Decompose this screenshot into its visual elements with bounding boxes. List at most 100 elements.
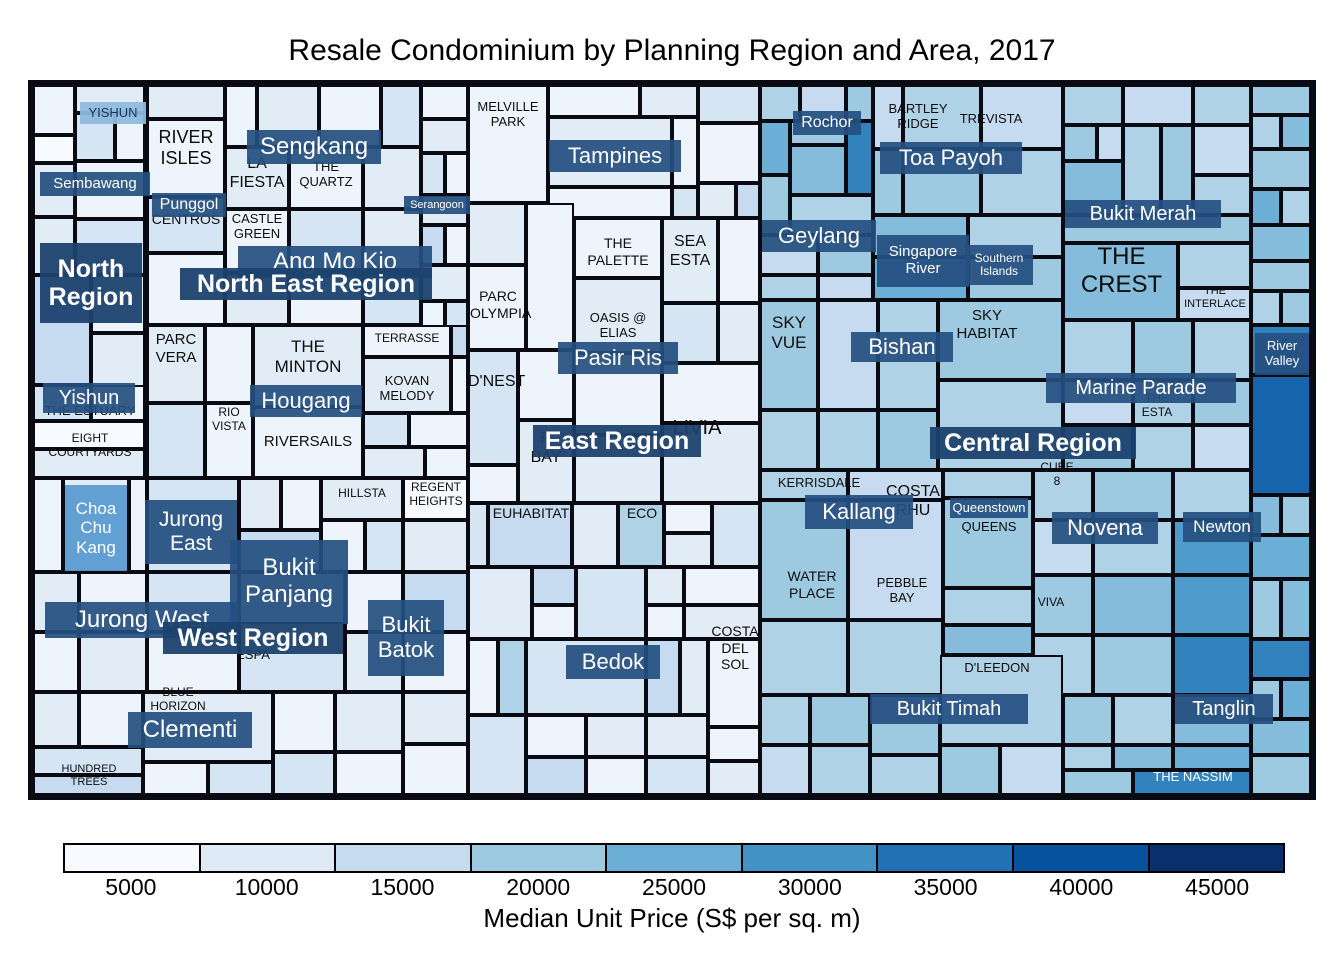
treemap-cell <box>335 752 403 795</box>
treemap-cell <box>208 762 273 795</box>
treemap-cell <box>1193 320 1251 380</box>
treemap-cell <box>680 639 708 715</box>
treemap-cell <box>1097 125 1123 161</box>
treemap-cell <box>943 588 1033 625</box>
treemap-cell <box>1251 85 1311 115</box>
colorbar-caption: Median Unit Price (S$ per sq. m) <box>483 903 861 933</box>
treemap-cell <box>760 275 818 300</box>
treemap-cell <box>1251 115 1281 149</box>
area-label: Bukit Merah <box>1065 200 1221 228</box>
treemap-cell <box>1281 115 1311 149</box>
chart-title: Resale Condominium by Planning Region an… <box>288 34 1056 67</box>
treemap-cell <box>363 357 451 413</box>
treemap-cell <box>468 203 526 265</box>
area-label: Southern Islands <box>965 245 1033 285</box>
region-label: West Region <box>163 622 343 654</box>
treemap-cell <box>488 503 572 567</box>
treemap-cell <box>818 275 873 300</box>
colorbar-segment <box>65 845 201 871</box>
treemap-cell <box>147 325 205 403</box>
treemap-cell <box>1173 745 1251 770</box>
treemap-cell <box>273 752 335 795</box>
treemap-cell <box>646 567 684 605</box>
treemap-cell <box>253 407 363 478</box>
treemap-cell <box>468 715 526 795</box>
treemap-cell <box>468 350 518 465</box>
region-border <box>758 85 762 795</box>
treemap-cell <box>1123 85 1193 125</box>
treemap-cell <box>403 520 468 572</box>
colorbar-tick: 40000 <box>1049 874 1114 900</box>
treemap-cell <box>818 300 878 410</box>
area-label: Bishan <box>851 332 953 362</box>
area-label: Bukit Panjang <box>230 540 348 624</box>
area-label: YISHUN <box>80 102 146 124</box>
treemap-cell <box>1193 425 1251 470</box>
treemap-cell <box>640 85 698 117</box>
treemap-cell <box>576 567 646 639</box>
treemap-cell <box>1063 125 1097 161</box>
treemap-cell <box>1063 320 1133 380</box>
treemap-cell <box>1063 770 1133 795</box>
treemap-cell <box>363 447 425 478</box>
treemap-cell <box>718 218 760 303</box>
treemap-cell <box>664 533 712 567</box>
area-label: Bukit Timah <box>870 694 1028 724</box>
treemap-cell <box>1033 575 1093 635</box>
treemap-cell <box>321 478 403 520</box>
treemap-cell <box>572 503 618 567</box>
treemap-cell <box>1281 679 1311 719</box>
treemap-cell <box>646 605 684 639</box>
treemap-cell <box>1251 579 1281 639</box>
treemap-cell <box>574 278 662 353</box>
treemap-cell <box>1093 635 1173 695</box>
treemap-cell <box>940 745 1000 795</box>
treemap-cell <box>421 153 445 195</box>
treemap-cell <box>33 421 145 449</box>
treemap-cell <box>684 567 760 605</box>
treemap-cell <box>818 410 878 470</box>
treemap-cell <box>143 762 208 795</box>
treemap-cell <box>468 265 526 350</box>
treemap-cell <box>1133 770 1251 795</box>
area-label: Marine Parade <box>1046 373 1236 403</box>
region-border <box>143 85 147 478</box>
colorbar-tick-labels: 5000 10000 15000 20000 25000 30000 35000 40000 4… <box>63 874 1285 901</box>
treemap-cell <box>938 300 1063 380</box>
treemap-cell <box>205 325 253 403</box>
treemap-cell <box>273 692 335 752</box>
colorbar-tick: 5000 <box>105 874 157 900</box>
treemap-cell <box>1251 225 1311 261</box>
treemap-cell <box>1063 695 1113 745</box>
treemap-cell <box>1133 425 1193 470</box>
treemap-cell <box>1281 291 1311 325</box>
treemap-cell <box>526 715 586 757</box>
area-label: Tampines <box>549 140 681 172</box>
treemap-cell <box>421 85 468 119</box>
treemap-cell <box>698 85 760 123</box>
treemap-cell <box>403 478 468 520</box>
treemap-cell <box>1281 579 1311 639</box>
treemap-cell <box>33 478 63 572</box>
treemap-cell <box>33 449 145 478</box>
area-label: Sembawang <box>40 172 150 196</box>
treemap-cell <box>1000 745 1063 795</box>
area-label: Toa Payoh <box>880 142 1022 174</box>
region-label: North East Region <box>180 268 432 300</box>
colorbar-segment <box>878 845 1014 871</box>
treemap-cell <box>526 757 586 795</box>
treemap-cell <box>532 567 576 605</box>
area-label: Hougang <box>250 385 362 417</box>
treemap-cell <box>1193 125 1251 175</box>
area-label: Rochor <box>793 111 861 135</box>
treemap-cell <box>421 119 468 153</box>
treemap-cell <box>239 478 281 530</box>
treemap-cell <box>335 692 403 752</box>
treemap-cell <box>1251 535 1311 579</box>
colorbar-tick: 45000 <box>1185 874 1250 900</box>
colorbar-segment <box>336 845 472 871</box>
treemap-cell <box>91 333 147 387</box>
treemap-cell <box>1173 635 1251 695</box>
treemap-cell <box>870 755 940 795</box>
treemap-cell <box>445 153 468 195</box>
